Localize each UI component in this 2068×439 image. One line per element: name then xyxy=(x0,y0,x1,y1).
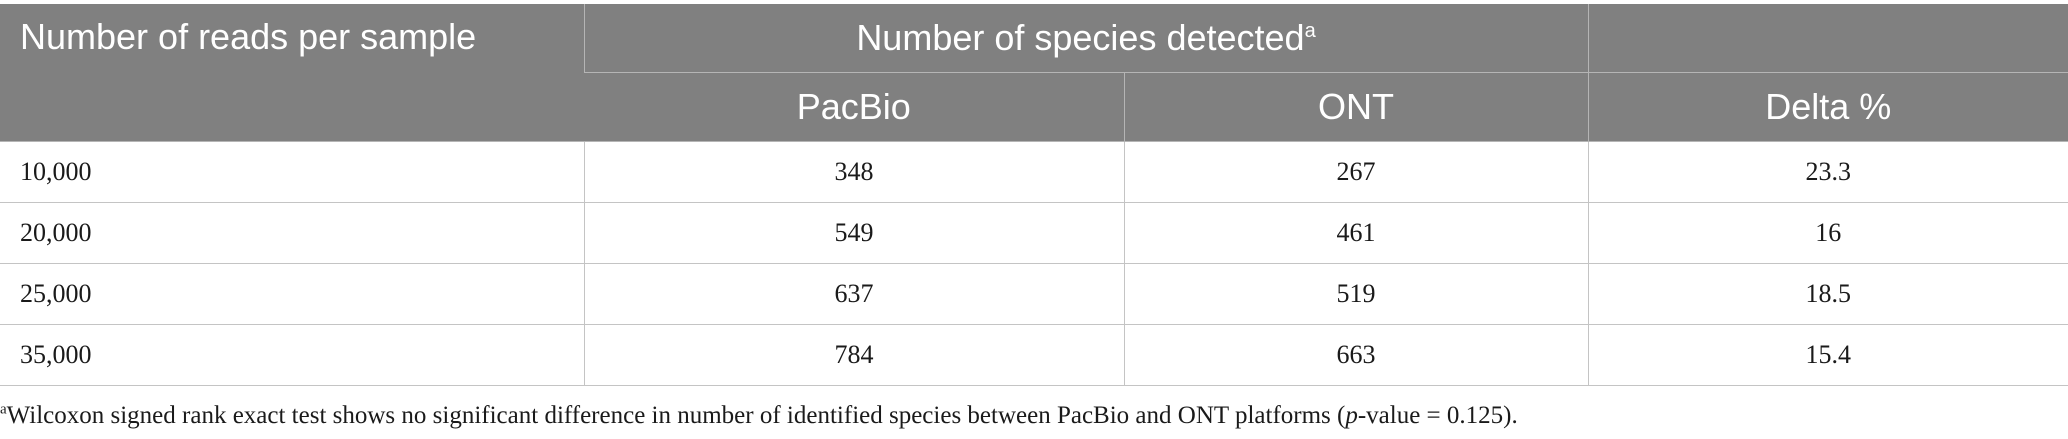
footnote-text-end: -value = 0.125). xyxy=(1357,402,1518,429)
pacbio-cell: 549 xyxy=(583,202,1124,264)
ont-cell: 267 xyxy=(1123,141,1588,203)
reads-cell: 35,000 xyxy=(0,324,584,386)
delta-cell: 16 xyxy=(1587,202,2068,264)
delta-cell: 15.4 xyxy=(1587,324,2068,386)
reads-cell: 25,000 xyxy=(0,263,584,325)
header-row-top: Number of reads per sample Number of spe… xyxy=(0,4,2068,142)
ont-cell: 663 xyxy=(1123,324,1588,386)
table-row: 20,000 549 461 16 xyxy=(0,202,2068,264)
table-row: 25,000 637 519 18.5 xyxy=(0,263,2068,325)
species-detection-table: Number of reads per sample Number of spe… xyxy=(0,4,2068,386)
table-body: 10,000 348 267 23.3 20,000 549 461 16 25… xyxy=(0,141,2068,386)
delta-cell: 23.3 xyxy=(1587,141,2068,203)
ont-cell: 519 xyxy=(1123,263,1588,325)
footnote-marker: a xyxy=(1304,20,1316,42)
ont-cell: 461 xyxy=(1123,202,1588,264)
reads-per-sample-header: Number of reads per sample xyxy=(0,4,584,142)
footnote-marker: a xyxy=(0,401,7,418)
table-footnote: aWilcoxon signed rank exact test shows n… xyxy=(0,402,2068,430)
table-row: 35,000 784 663 15.4 xyxy=(0,324,2068,386)
table-row: 10,000 348 267 23.3 xyxy=(0,141,2068,203)
footnote-text: Wilcoxon signed rank exact test shows no… xyxy=(6,402,1346,429)
reads-cell: 10,000 xyxy=(0,141,584,203)
pacbio-cell: 348 xyxy=(583,141,1124,203)
ont-column-header: ONT xyxy=(1123,72,1588,142)
reads-per-sample-header-label: Number of reads per sample xyxy=(20,16,477,57)
reads-cell: 20,000 xyxy=(0,202,584,264)
empty-header-cell xyxy=(1587,4,2068,73)
species-detected-group-label: Number of species detected xyxy=(856,17,1305,58)
pacbio-column-header: PacBio xyxy=(584,72,1124,142)
table-header: Number of reads per sample Number of spe… xyxy=(0,4,2068,142)
species-detected-group-header: Number of species detecteda xyxy=(583,4,1588,73)
delta-cell: 18.5 xyxy=(1587,263,2068,325)
footnote-italic-p: p xyxy=(1345,402,1358,429)
delta-column-header: Delta % xyxy=(1587,72,2068,142)
pacbio-cell: 784 xyxy=(583,324,1124,386)
header-row-bottom: PacBio ONT Delta % xyxy=(0,72,2068,142)
pacbio-cell: 637 xyxy=(583,263,1124,325)
